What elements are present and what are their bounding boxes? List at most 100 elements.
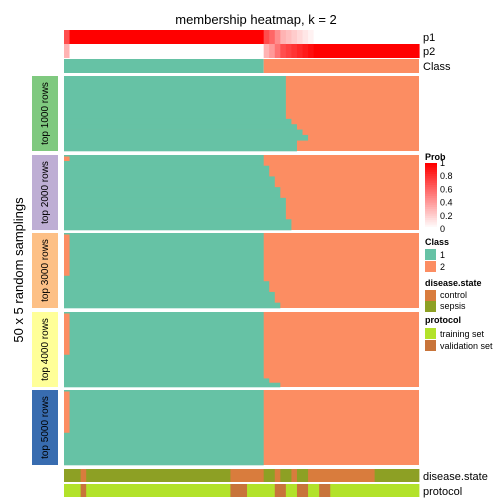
p1-cell [158, 30, 165, 44]
bottom-annotation-cell [291, 469, 298, 482]
panel-class1-block [64, 140, 297, 152]
p2-cell [291, 44, 298, 58]
class-cell-2 [263, 59, 419, 73]
panel-class1-block [64, 219, 292, 231]
p2-cell [280, 44, 287, 58]
prob-gradient-step [425, 218, 437, 221]
bottom-annotation-cell [263, 469, 276, 482]
p2-cell [130, 44, 137, 58]
class-legend-label: 1 [440, 250, 445, 260]
p2-cell [230, 44, 237, 58]
p2-cell [330, 44, 337, 58]
p1-cell [369, 30, 376, 44]
bottom-annotation-cell [274, 469, 281, 482]
p2-cell [86, 44, 93, 58]
p2-cell [213, 44, 220, 58]
prob-gradient-step [425, 163, 437, 166]
p2-cell [235, 44, 243, 58]
p2-cell [369, 44, 376, 58]
p1-cell [247, 30, 254, 44]
prob-gradient-step [425, 209, 437, 212]
p1-cell [136, 30, 143, 44]
p2-cell [258, 44, 265, 58]
prob-gradient-step [425, 178, 437, 182]
p2-cell [152, 44, 159, 58]
p1-cell [86, 30, 93, 44]
bottom-annotation-cell [247, 484, 276, 497]
p2-cell [263, 44, 270, 58]
panel-label-block [32, 76, 58, 151]
panel-class1-block [64, 155, 264, 167]
p2-cell [180, 44, 187, 58]
p1-cell [113, 30, 121, 44]
p1-cell [407, 30, 415, 44]
p1-cell [169, 30, 176, 44]
top-annotations: p1 p2 Class [64, 30, 451, 73]
prob-gradient-step [425, 187, 437, 190]
p2-cell [380, 44, 387, 58]
p2-cell [108, 44, 115, 58]
p2-cell [241, 44, 248, 58]
p1-cell [197, 30, 204, 44]
bottom-annotation-cell [64, 484, 82, 497]
protocol-legend-label: validation set [440, 341, 493, 351]
p1-cell [263, 30, 270, 44]
p1-cell [213, 30, 220, 44]
class-legend-swatch [425, 249, 436, 260]
panel-label-block [32, 233, 58, 308]
prob-gradient-step [425, 169, 437, 173]
p2-cell [208, 44, 215, 58]
p2-cell [97, 44, 104, 58]
p2-cell [147, 44, 154, 58]
p2-cell [247, 44, 254, 58]
panel-4: top 4000 rows [32, 312, 419, 388]
p1-cell [402, 30, 409, 44]
p2-cell [141, 44, 148, 58]
p2-cell [64, 44, 71, 58]
p2-cell [75, 44, 82, 58]
prob-tick-label: 0.2 [440, 211, 453, 221]
bottom-annotation-label: disease.state [423, 471, 488, 483]
p1-cell [241, 30, 248, 44]
panel-label: top 5000 rows [40, 396, 51, 459]
p1-cell [357, 30, 365, 44]
p1-cell [130, 30, 137, 44]
prob-gradient-step [425, 215, 437, 219]
bottom-annotation-cell [296, 469, 309, 482]
p2-cell [285, 44, 293, 58]
class-legend-title: Class [425, 237, 449, 247]
bottom-annotation-cell [86, 469, 231, 482]
p1-cell [385, 30, 392, 44]
panel-class1-block [64, 118, 292, 125]
class-legend-label: 2 [440, 262, 445, 272]
p1-cell [280, 30, 287, 44]
prob-tick-label: 0.6 [440, 184, 453, 194]
p2-cell [363, 44, 370, 58]
bottom-annotation-cell [280, 469, 292, 482]
p1-cell [274, 30, 281, 44]
legends: Prob10.80.60.40.20Class12disease.stateco… [425, 152, 493, 351]
bottom-annotation-cell [230, 484, 248, 497]
class-legend-swatch [425, 261, 436, 272]
p1-cell [235, 30, 243, 44]
prob-gradient-step [425, 198, 437, 201]
y-axis-label: 50 x 5 random samplings [11, 197, 26, 343]
prob-gradient-step [425, 171, 437, 175]
p2-cell [402, 44, 409, 58]
panel-class1-block [64, 302, 281, 309]
p1-cell [224, 30, 232, 44]
prob-gradient-step [425, 207, 437, 210]
panel-class1-block [64, 382, 281, 388]
panel-label-block [32, 312, 58, 387]
p1-cell [147, 30, 154, 44]
bottom-annotation-cell [308, 484, 320, 497]
panel-class1-block [64, 281, 270, 293]
p2-cell [191, 44, 198, 58]
disease-state-legend-swatch [425, 290, 436, 301]
prob-gradient-step [425, 193, 437, 197]
p2-cell [80, 44, 87, 58]
p1-cell [91, 30, 98, 44]
bottom-annotation-cell [80, 484, 87, 497]
p2-cell [346, 44, 354, 58]
p1-cell [119, 30, 126, 44]
